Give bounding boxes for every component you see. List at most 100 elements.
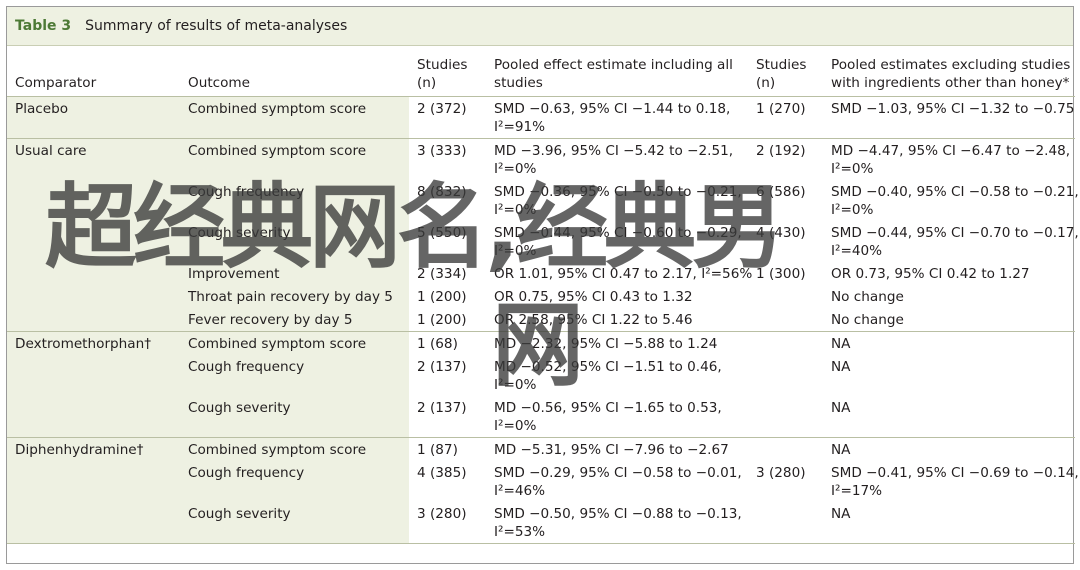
- studies-honey-cell: 1 (300): [756, 265, 806, 282]
- estimate-line: NA: [831, 358, 851, 375]
- outcome-cell: Throat pain recovery by day 5: [180, 284, 409, 308]
- studies-honey-cell: 4 (430): [756, 224, 806, 241]
- studies-all-cell: 3 (333): [409, 137, 486, 180]
- pooled-honey-cell: SMD −0.40, 95% CI −0.58 to −0.21, I²=0%: [823, 180, 1079, 221]
- header-outcome: Outcome: [188, 74, 251, 91]
- comparator-cell: Usual care: [7, 137, 180, 180]
- table-row: Throat pain recovery by day 5 1 (200) OR 0…: [7, 284, 1075, 308]
- estimate-line: NA: [831, 335, 851, 352]
- comparator-cell-empty: [7, 460, 180, 502]
- studies-all-cell: 2 (334): [417, 265, 467, 282]
- pooled-honey-cell: SMD −1.03, 95% CI −1.32 to −0.75: [823, 95, 1075, 138]
- table-row: Cough severity 2 (137) MD −0.56, 95% CI −1…: [7, 395, 1075, 438]
- table-caption: Summary of results of meta-analyses: [85, 18, 348, 34]
- estimate-line: NA: [831, 505, 851, 522]
- estimate-line: OR 1.01, 95% CI 0.47 to 2.17, I²=56%: [494, 265, 753, 282]
- estimate-line: SMD −0.36, 95% CI −0.50 to −0.21,: [494, 183, 742, 200]
- comparator-cell: Dextromethorphan†: [7, 330, 180, 355]
- studies-all-cell: 1 (200): [417, 288, 467, 305]
- outcome-cell: Cough severity: [180, 220, 409, 262]
- table-row: Usual care Combined symptom score 3 (333) M…: [7, 137, 1075, 180]
- estimate-line: I²=53%: [494, 523, 546, 540]
- header-line: Studies: [417, 56, 468, 73]
- estimate-line: MD −3.96, 95% CI −5.42 to −2.51,: [494, 142, 734, 159]
- table-row: Diphenhydramine† Combined symptom score 1 …: [7, 436, 1075, 461]
- header-studies-honey: Studies (n): [748, 46, 823, 96]
- comparator-cell-empty: [7, 501, 180, 544]
- outcome-cell: Combined symptom score: [180, 95, 409, 138]
- estimate-line: I²=46%: [494, 482, 546, 499]
- outcome-cell: Cough severity: [180, 501, 409, 544]
- pooled-all-cell: SMD −0.29, 95% CI −0.58 to −0.01, I²=46%: [486, 461, 748, 502]
- studies-honey-cell: 6 (586): [756, 183, 806, 200]
- estimate-line: OR 0.75, 95% CI 0.43 to 1.32: [494, 288, 693, 305]
- header-line: (n): [756, 74, 776, 91]
- table-row: Cough frequency 4 (385) SMD −0.29, 95% CI …: [7, 460, 1079, 502]
- pooled-honey-cell: NA: [823, 330, 1075, 355]
- pooled-honey-cell: NA: [823, 436, 1075, 461]
- pooled-all-cell: OR 2.58, 95% CI 1.22 to 5.46: [486, 308, 748, 332]
- header-line: Studies: [756, 56, 807, 73]
- table-header: Comparator Outcome Studies (n) Pooled eff…: [7, 46, 1075, 96]
- pooled-honey-cell: NA: [823, 396, 1075, 438]
- outcome-cell: Cough frequency: [180, 354, 409, 396]
- estimate-line: MD −5.31, 95% CI −7.96 to −2.67: [494, 441, 729, 458]
- studies-all-cell: 2 (137): [417, 358, 467, 375]
- studies-all-cell: 4 (385): [417, 464, 467, 481]
- pooled-honey-cell: OR 0.73, 95% CI 0.42 to 1.27: [823, 262, 1075, 285]
- estimate-line: I²=0%: [494, 242, 537, 259]
- pooled-all-cell: MD −5.31, 95% CI −7.96 to −2.67: [486, 436, 748, 461]
- estimate-line: NA: [831, 399, 851, 416]
- studies-all-cell: 3 (280): [409, 501, 486, 544]
- table-row: Cough severity 5 (550) SMD −0.44, 95% CI −…: [7, 220, 1079, 262]
- studies-all-cell: 2 (372): [409, 95, 486, 138]
- pooled-all-cell: SMD −0.44, 95% CI −0.60 to −0.29, I²=0%: [486, 221, 748, 262]
- outcome-cell: Cough severity: [180, 395, 409, 437]
- table-row: Cough frequency 2 (137) MD −0.52, 95% CI −…: [7, 354, 1075, 396]
- estimate-line: MD −4.47, 95% CI −6.47 to −2.48,: [831, 142, 1071, 159]
- studies-honey-cell: [748, 285, 823, 308]
- studies-all-cell: 2 (137): [417, 399, 467, 416]
- estimate-line: SMD −0.50, 95% CI −0.88 to −0.13,: [494, 505, 742, 522]
- studies-honey-cell: [748, 330, 823, 355]
- studies-honey-cell: [748, 501, 823, 544]
- header-line: Pooled effect estimate including all: [494, 56, 733, 73]
- estimate-line: I²=0%: [494, 201, 537, 218]
- estimate-line: No change: [831, 288, 904, 305]
- estimate-line: I²=17%: [831, 482, 883, 499]
- pooled-all-cell: SMD −0.50, 95% CI −0.88 to −0.13, I²=53%: [486, 501, 748, 544]
- comparator-cell-empty: [7, 354, 180, 396]
- comparator-cell-empty: [7, 284, 180, 308]
- studies-all-cell: 1 (68): [409, 330, 486, 355]
- outcome-cell: Cough frequency: [180, 460, 409, 502]
- outcome-cell: Combined symptom score: [180, 330, 409, 355]
- estimate-line: MD −0.56, 95% CI −1.65 to 0.53,: [494, 399, 722, 416]
- table-row: Cough severity 3 (280) SMD −0.50, 95% CI −…: [7, 501, 1075, 544]
- header-pooled-honey: Pooled estimates excluding studies with i…: [823, 46, 1075, 96]
- comparator-cell: Placebo: [7, 95, 180, 138]
- estimate-line: I²=0%: [831, 160, 874, 177]
- pooled-all-cell: MD −0.52, 95% CI −1.51 to 0.46, I²=0%: [486, 355, 748, 396]
- pooled-all-cell: MD −0.56, 95% CI −1.65 to 0.53, I²=0%: [486, 396, 748, 438]
- outcome-cell: Improvement: [180, 261, 409, 285]
- pooled-honey-cell: SMD −0.41, 95% CI −0.69 to −0.14, I²=17%: [823, 461, 1079, 502]
- watermark-text: 超经典网名,经典男: [45, 174, 784, 281]
- table-body: Placebo Combined symptom score 2 (372) SMD …: [7, 95, 1079, 544]
- outcome-cell: Fever recovery by day 5: [180, 307, 409, 331]
- pooled-all-cell: OR 1.01, 95% CI 0.47 to 2.17, I²=56%: [486, 262, 752, 285]
- table-row: Placebo Combined symptom score 2 (372) SMD …: [7, 95, 1075, 138]
- estimate-line: SMD −0.44, 95% CI −0.70 to −0.17,: [831, 224, 1079, 241]
- table-row: Cough frequency 8 (832) SMD −0.36, 95% CI …: [7, 179, 1079, 221]
- table-row: Improvement 2 (334) OR 1.01, 95% CI 0.47 t…: [7, 261, 1075, 285]
- studies-honey-cell: [748, 355, 823, 396]
- estimate-line: SMD −0.41, 95% CI −0.69 to −0.14,: [831, 464, 1079, 481]
- estimate-line: No change: [831, 311, 904, 328]
- studies-all-cell: 8 (832): [417, 183, 467, 200]
- estimate-line: NA: [831, 441, 851, 458]
- estimate-line: MD −0.52, 95% CI −1.51 to 0.46,: [494, 358, 722, 375]
- pooled-all-cell: SMD −0.36, 95% CI −0.50 to −0.21, I²=0%: [486, 180, 748, 221]
- comparator-cell-empty: [7, 261, 180, 285]
- estimate-line: SMD −0.63, 95% CI −1.44 to 0.18,: [494, 100, 731, 117]
- studies-honey-cell: [748, 436, 823, 461]
- estimate-line: SMD −1.03, 95% CI −1.32 to −0.75: [831, 100, 1075, 117]
